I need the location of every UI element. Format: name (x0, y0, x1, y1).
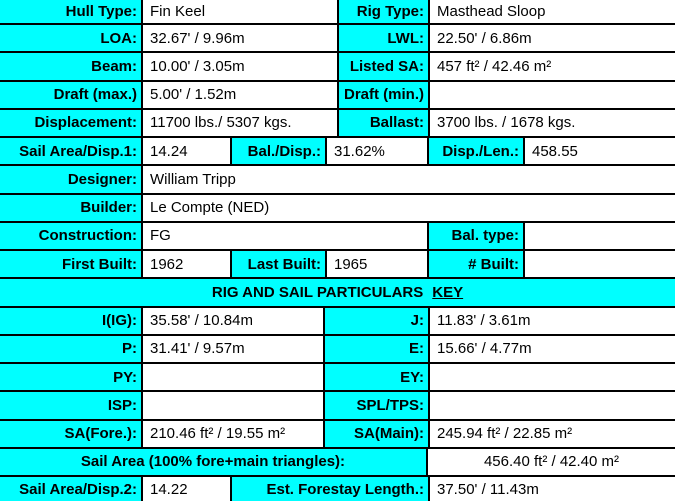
sa-disp1-label: Sail Area/Disp.1: (0, 138, 141, 165)
sail-area-100-value: 456.40 ft² / 42.40 m² (426, 448, 675, 475)
table-row: Hull Type: Fin Keel Rig Type: Masthead S… (0, 0, 675, 25)
i-ig-value: 35.58' / 10.84m (141, 307, 323, 334)
designer-value: William Tripp (141, 166, 675, 193)
p-value: 31.41' / 9.57m (141, 335, 323, 362)
table-row: SA(Fore.): 210.46 ft² / 19.55 m² SA(Main… (0, 420, 675, 449)
builder-label: Builder: (0, 194, 141, 221)
hull-type-value: Fin Keel (141, 0, 337, 23)
first-built-value: 1962 (141, 251, 230, 278)
draft-max-value: 5.00' / 1.52m (141, 81, 337, 108)
isp-value (141, 392, 323, 419)
construction-value: FG (141, 222, 427, 249)
table-row: Sail Area (100% fore+main triangles): 45… (0, 448, 675, 477)
draft-max-label: Draft (max.) (0, 81, 141, 108)
lwl-label: LWL: (337, 25, 428, 52)
table-row: Displacement: 11700 lbs./ 5307 kgs. Ball… (0, 109, 675, 138)
i-ig-label: I(IG): (0, 307, 141, 334)
table-row: Sail Area/Disp.2: 14.22 Est. Forestay Le… (0, 477, 675, 501)
beam-label: Beam: (0, 53, 141, 80)
builder-value: Le Compte (NED) (141, 194, 675, 221)
sa-main-value: 245.94 ft² / 22.85 m² (428, 420, 675, 447)
py-label: PY: (0, 364, 141, 391)
loa-label: LOA: (0, 25, 141, 52)
rig-type-value: Masthead Sloop (428, 0, 675, 23)
e-label: E: (323, 335, 428, 362)
displacement-label: Displacement: (0, 109, 141, 136)
p-label: P: (0, 335, 141, 362)
table-row: I(IG): 35.58' / 10.84m J: 11.83' / 3.61m (0, 307, 675, 336)
rig-section-title: RIG AND SAIL PARTICULARS (211, 283, 424, 301)
loa-value: 32.67' / 9.96m (141, 25, 337, 52)
bal-disp-label: Bal./Disp.: (230, 138, 325, 165)
first-built-label: First Built: (0, 251, 141, 278)
draft-min-value (428, 81, 675, 108)
listed-sa-label: Listed SA: (337, 53, 428, 80)
displacement-value: 11700 lbs./ 5307 kgs. (141, 109, 337, 136)
spl-tps-value (428, 392, 675, 419)
last-built-value: 1965 (325, 251, 427, 278)
table-row: RIG AND SAIL PARTICULARS KEY (0, 279, 675, 308)
rig-section-header: RIG AND SAIL PARTICULARS KEY (0, 279, 675, 306)
sa-disp1-value: 14.24 (141, 138, 230, 165)
sail-area-100-label: Sail Area (100% fore+main triangles): (0, 448, 426, 475)
isp-label: ISP: (0, 392, 141, 419)
table-row: First Built: 1962 Last Built: 1965 # Bui… (0, 251, 675, 280)
sa-disp2-label: Sail Area/Disp.2: (0, 477, 141, 501)
sa-fore-label: SA(Fore.): (0, 420, 141, 447)
beam-value: 10.00' / 3.05m (141, 53, 337, 80)
ey-value (428, 364, 675, 391)
designer-label: Designer: (0, 166, 141, 193)
key-link[interactable]: KEY (432, 283, 464, 301)
num-built-value (523, 251, 675, 278)
lwl-value: 22.50' / 6.86m (428, 25, 675, 52)
e-value: 15.66' / 4.77m (428, 335, 675, 362)
j-value: 11.83' / 3.61m (428, 307, 675, 334)
ballast-value: 3700 lbs. / 1678 kgs. (428, 109, 675, 136)
spl-tps-label: SPL/TPS: (323, 392, 428, 419)
bal-type-label: Bal. type: (427, 222, 523, 249)
listed-sa-value: 457 ft² / 42.46 m² (428, 53, 675, 80)
sa-disp2-value: 14.22 (141, 477, 230, 501)
py-value (141, 364, 323, 391)
table-row: ISP: SPL/TPS: (0, 392, 675, 421)
table-row: Builder: Le Compte (NED) (0, 194, 675, 223)
table-row: Beam: 10.00' / 3.05m Listed SA: 457 ft² … (0, 53, 675, 82)
rig-type-label: Rig Type: (337, 0, 428, 23)
ballast-label: Ballast: (337, 109, 428, 136)
disp-len-label: Disp./Len.: (427, 138, 523, 165)
forestay-length-value: 37.50' / 11.43m (428, 477, 675, 501)
hull-type-label: Hull Type: (0, 0, 141, 23)
sa-main-label: SA(Main): (323, 420, 428, 447)
table-row: P: 31.41' / 9.57m E: 15.66' / 4.77m (0, 335, 675, 364)
forestay-length-label: Est. Forestay Length.: (230, 477, 428, 501)
num-built-label: # Built: (427, 251, 523, 278)
bal-disp-value: 31.62% (325, 138, 427, 165)
table-row: LOA: 32.67' / 9.96m LWL: 22.50' / 6.86m (0, 25, 675, 54)
table-row: Construction: FG Bal. type: (0, 222, 675, 251)
table-row: PY: EY: (0, 364, 675, 393)
table-row: Designer: William Tripp (0, 166, 675, 195)
last-built-label: Last Built: (230, 251, 325, 278)
sa-fore-value: 210.46 ft² / 19.55 m² (141, 420, 323, 447)
table-row: Sail Area/Disp.1: 14.24 Bal./Disp.: 31.6… (0, 138, 675, 167)
table-row: Draft (max.) 5.00' / 1.52m Draft (min.) (0, 81, 675, 110)
draft-min-label: Draft (min.) (337, 81, 428, 108)
bal-type-value (523, 222, 675, 249)
construction-label: Construction: (0, 222, 141, 249)
ey-label: EY: (323, 364, 428, 391)
disp-len-value: 458.55 (523, 138, 675, 165)
j-label: J: (323, 307, 428, 334)
